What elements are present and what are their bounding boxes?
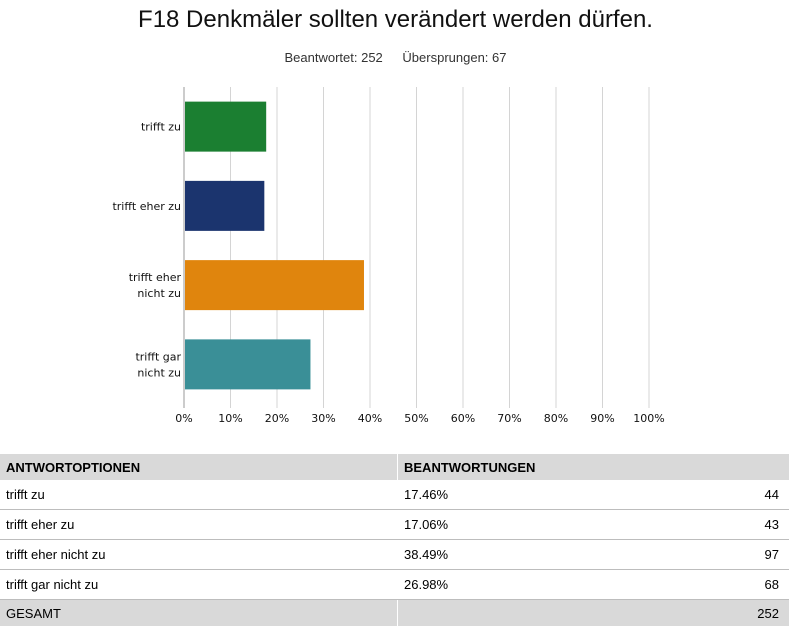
bar — [185, 339, 310, 389]
bars — [185, 102, 364, 390]
x-tick-label: 40% — [358, 412, 382, 425]
option-percent: 38.49% — [398, 540, 633, 570]
bar — [185, 260, 364, 310]
table-row: trifft zu 17.46% 44 — [0, 480, 789, 510]
option-label: trifft gar nicht zu — [0, 570, 398, 600]
option-label: trifft zu — [0, 480, 398, 510]
x-tick-label: 90% — [590, 412, 614, 425]
x-tick-label: 0% — [175, 412, 192, 425]
x-tick-label: 20% — [265, 412, 289, 425]
chart-title: F18 Denkmäler sollten verändert werden d… — [0, 6, 791, 34]
option-count: 68 — [632, 570, 789, 600]
header-options: ANTWORTOPTIONEN — [0, 454, 398, 480]
table-row: trifft eher nicht zu 38.49% 97 — [0, 540, 789, 570]
header-responses: BEANTWORTUNGEN — [398, 454, 790, 480]
total-count: 252 — [632, 600, 789, 626]
x-tick-label: 10% — [218, 412, 242, 425]
option-count: 43 — [632, 510, 789, 540]
option-label: trifft eher nicht zu — [0, 540, 398, 570]
response-stats: Beantwortet: 252 Übersprungen: 67 — [0, 50, 791, 65]
category-label: trifft zu — [141, 121, 181, 134]
x-tick-label: 80% — [544, 412, 568, 425]
answered-count: Beantwortet: 252 — [285, 50, 383, 65]
x-tick-labels: 0% 10% 20% 30% 40% 50% 60% 70% 80% 90% 100% — [175, 412, 664, 425]
total-row: GESAMT 252 — [0, 600, 789, 626]
option-percent: 17.46% — [398, 480, 633, 510]
skipped-count: Übersprungen: 67 — [402, 50, 506, 65]
x-tick-label: 60% — [451, 412, 475, 425]
table-row: trifft gar nicht zu 26.98% 68 — [0, 570, 789, 600]
x-tick-label: 100% — [633, 412, 664, 425]
table-row: trifft eher zu 17.06% 43 — [0, 510, 789, 540]
table-header-row: ANTWORTOPTIONEN BEANTWORTUNGEN — [0, 454, 789, 480]
x-tick-label: 30% — [311, 412, 335, 425]
total-label: GESAMT — [0, 600, 398, 626]
x-tick-label: 50% — [404, 412, 428, 425]
option-percent: 26.98% — [398, 570, 633, 600]
bar — [185, 181, 264, 231]
option-percent: 17.06% — [398, 510, 633, 540]
bar — [185, 102, 266, 152]
category-label: trifft eher zu — [112, 200, 181, 213]
option-label: trifft eher zu — [0, 510, 398, 540]
results-table: ANTWORTOPTIONEN BEANTWORTUNGEN trifft zu… — [0, 454, 789, 626]
x-tick-label: 70% — [497, 412, 521, 425]
total-spacer — [398, 600, 633, 626]
option-count: 97 — [632, 540, 789, 570]
option-count: 44 — [632, 480, 789, 510]
